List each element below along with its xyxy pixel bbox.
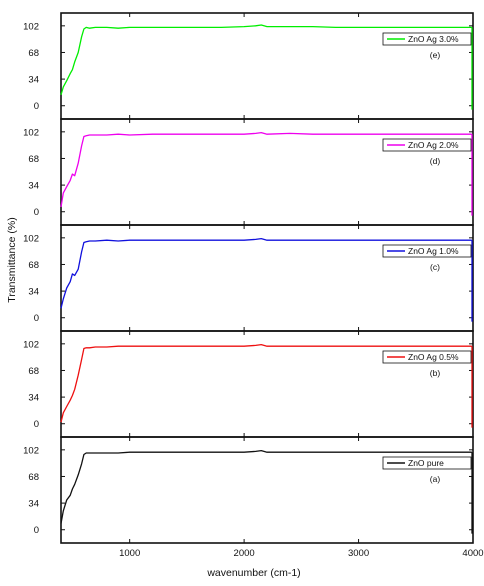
y-tick-label: 34 [28,287,39,298]
y-tick-label: 0 [34,101,39,112]
x-axis-label: wavenumber (cm-1) [206,567,300,579]
y-tick-label: 0 [34,313,39,324]
panel-tag: (c) [430,262,440,272]
y-tick-label: 102 [23,339,39,350]
legend-label: ZnO Ag 1.0% [408,246,459,256]
y-tick-label: 34 [28,181,39,192]
series-line [60,449,472,524]
y-tick-label: 102 [23,233,39,244]
y-tick-label: 0 [34,525,39,536]
series-line [60,343,472,423]
panel-frame [60,12,474,120]
panel-2: 0 34 68 102 ZnO Ag 1.0% (c) [23,224,474,332]
x-tick-label: 3000 [348,548,369,559]
x-tick-label: 1000 [119,548,140,559]
y-tick-label: 34 [28,499,39,510]
legend-box [382,456,472,470]
y-tick-label: 102 [23,127,39,138]
panel-tag: (a) [430,474,441,484]
y-tick-label: 0 [34,207,39,218]
panel-frame [60,330,474,438]
y-tick-label: 68 [28,260,39,271]
panel-frame [60,436,474,544]
x-tick-label: 2000 [234,548,255,559]
legend-label: ZnO Ag 0.5% [408,352,459,362]
x-tick-label: 4000 [462,548,483,559]
panel-4: 0 34 68 102 ZnO pure (a) [23,436,474,544]
legend-box [382,32,472,46]
y-axis-label: Transmittance (%) [6,217,18,302]
y-tick-label: 102 [23,21,39,32]
y-tick-label: 68 [28,366,39,377]
legend-label: ZnO Ag 3.0% [408,34,459,44]
y-tick-label: 0 [34,419,39,430]
panel-tag: (b) [430,368,441,378]
y-tick-label: 34 [28,393,39,404]
legend-box [382,350,472,364]
legend-label: ZnO Ag 2.0% [408,140,459,150]
series-line [60,24,472,95]
panel-tag: (e) [430,50,441,60]
y-tick-label: 34 [28,75,39,86]
y-tick-label: 68 [28,48,39,59]
panel-3: 0 34 68 102 ZnO Ag 0.5% (b) [23,330,474,438]
panel-0: 0 34 68 102 ZnO Ag 3.0% (e) [23,12,474,120]
panel-tag: (d) [430,156,441,166]
legend-label: ZnO pure [408,458,444,468]
y-tick-label: 68 [28,472,39,483]
legend-box [382,138,472,152]
panel-1: 0 34 68 102 ZnO Ag 2.0% (d) [23,118,474,226]
y-tick-label: 68 [28,154,39,165]
series-line [60,131,472,208]
y-tick-label: 102 [23,445,39,456]
series-line [60,237,472,309]
legend-box [382,244,472,258]
